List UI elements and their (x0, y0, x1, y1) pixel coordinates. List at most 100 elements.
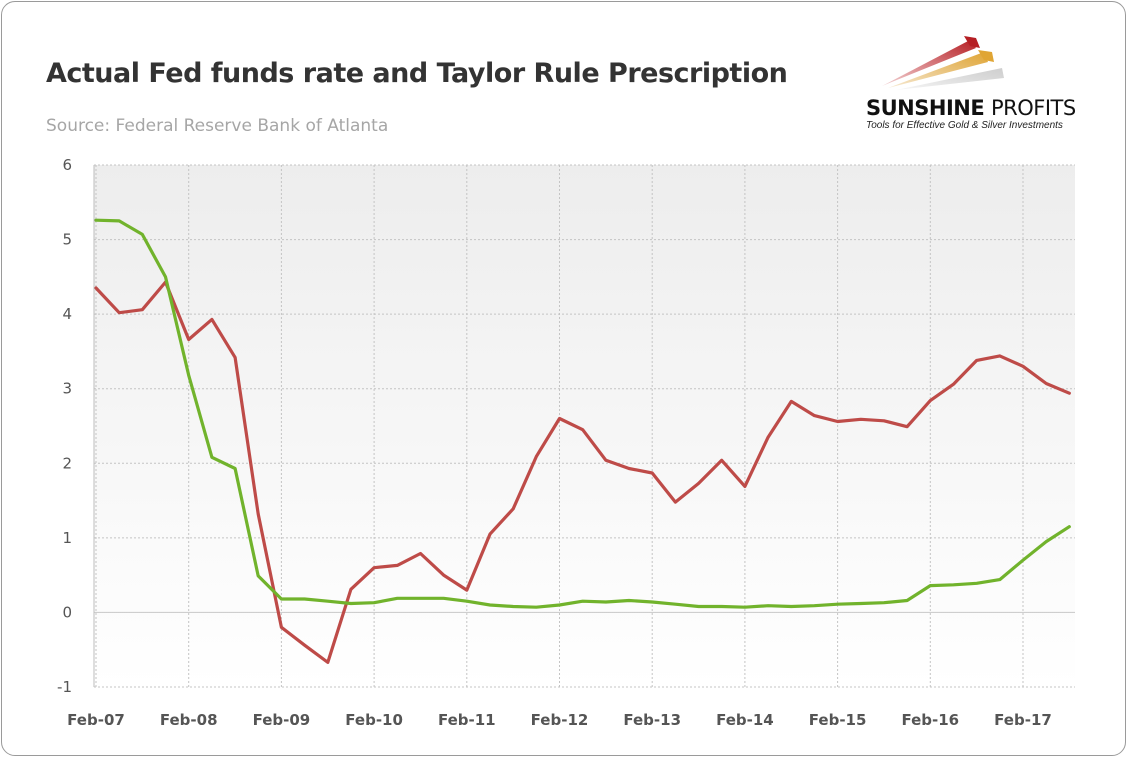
logo-name-light: PROFITS (991, 96, 1076, 120)
x-tick-label: Feb-17 (994, 711, 1052, 729)
sunshine-profits-logo-icon (882, 36, 1004, 90)
data-point (210, 456, 214, 459)
data-point (929, 584, 932, 587)
data-point (952, 383, 955, 386)
data-point (697, 482, 700, 485)
data-point (535, 455, 538, 458)
data-point (442, 597, 445, 600)
data-point (164, 275, 167, 279)
y-tick-label: 5 (62, 231, 72, 249)
x-tick-label: Feb-08 (160, 711, 218, 729)
data-point (141, 233, 144, 236)
data-point (975, 582, 978, 585)
data-point (372, 601, 376, 604)
data-point (326, 600, 329, 603)
data-point (697, 605, 700, 608)
data-point (790, 605, 793, 608)
data-point (118, 219, 121, 223)
data-point (952, 583, 955, 586)
data-point (94, 219, 98, 222)
logo-name-bold: SUNSHINE (866, 96, 985, 120)
x-tick-label: Feb-15 (809, 711, 867, 729)
data-point (141, 308, 144, 311)
data-point (372, 566, 376, 569)
data-point (94, 286, 98, 290)
data-point (859, 602, 862, 605)
data-point (442, 573, 445, 577)
data-point (1068, 392, 1071, 395)
data-point (836, 603, 839, 606)
x-tick-label: Feb-14 (716, 711, 774, 729)
data-point (303, 597, 306, 601)
data-point (303, 644, 306, 647)
data-point (627, 599, 631, 602)
data-point (604, 600, 608, 604)
data-point (929, 399, 932, 402)
y-tick-label: 2 (62, 454, 72, 472)
data-point (257, 512, 260, 516)
data-point (1021, 559, 1025, 562)
data-point (187, 374, 190, 377)
y-tick-label: 6 (62, 156, 72, 174)
data-point (720, 605, 723, 608)
x-tick-label: Feb-12 (531, 711, 589, 729)
data-point (349, 588, 353, 591)
data-point (813, 414, 816, 417)
data-point (720, 459, 723, 462)
data-point (766, 436, 770, 439)
data-point (558, 417, 561, 420)
data-point (766, 604, 770, 607)
data-point (187, 338, 190, 341)
data-point (419, 552, 422, 555)
x-tick-label: Feb-07 (67, 711, 125, 729)
chart-source: Source: Federal Reserve Bank of Atlanta (46, 116, 389, 136)
y-tick-label: 1 (62, 529, 72, 547)
data-point (535, 606, 538, 609)
data-point (743, 485, 747, 488)
data-point (882, 601, 886, 604)
data-point (488, 603, 492, 607)
data-point (349, 602, 353, 605)
data-point (813, 604, 816, 607)
data-point (326, 661, 329, 664)
data-point (905, 599, 909, 602)
data-point (280, 626, 283, 629)
data-point (210, 318, 214, 321)
data-point (558, 603, 561, 607)
data-point (627, 467, 631, 470)
data-point (790, 400, 793, 403)
data-point (118, 311, 121, 314)
data-point (512, 605, 515, 608)
data-point (465, 600, 468, 603)
y-tick-label: -1 (57, 678, 72, 696)
x-tick-label: Feb-16 (901, 711, 959, 729)
data-point (581, 428, 584, 431)
data-point (257, 574, 260, 578)
data-point (280, 597, 283, 601)
chart-title: Actual Fed funds rate and Taylor Rule Pr… (46, 58, 788, 89)
data-point (604, 459, 608, 462)
data-point (674, 603, 677, 606)
data-point (836, 420, 839, 423)
data-point (396, 564, 399, 567)
data-point (1068, 525, 1071, 528)
data-point (396, 597, 399, 600)
data-point (651, 471, 654, 475)
data-point (1045, 540, 1048, 543)
data-point (998, 354, 1001, 358)
logo-tagline: Tools for Effective Gold & Silver Invest… (866, 120, 1063, 131)
data-point (1045, 382, 1048, 385)
x-tick-label: Feb-11 (438, 711, 496, 729)
data-point (882, 419, 886, 422)
data-point (512, 507, 515, 510)
data-point (233, 467, 237, 470)
data-point (488, 532, 492, 536)
data-point (233, 356, 237, 359)
x-tick-label: Feb-09 (253, 711, 311, 729)
y-tick-label: 3 (62, 380, 72, 398)
x-tick-label: Feb-10 (345, 711, 403, 729)
y-tick-label: 4 (62, 305, 72, 323)
data-point (998, 578, 1001, 581)
data-point (743, 606, 747, 609)
